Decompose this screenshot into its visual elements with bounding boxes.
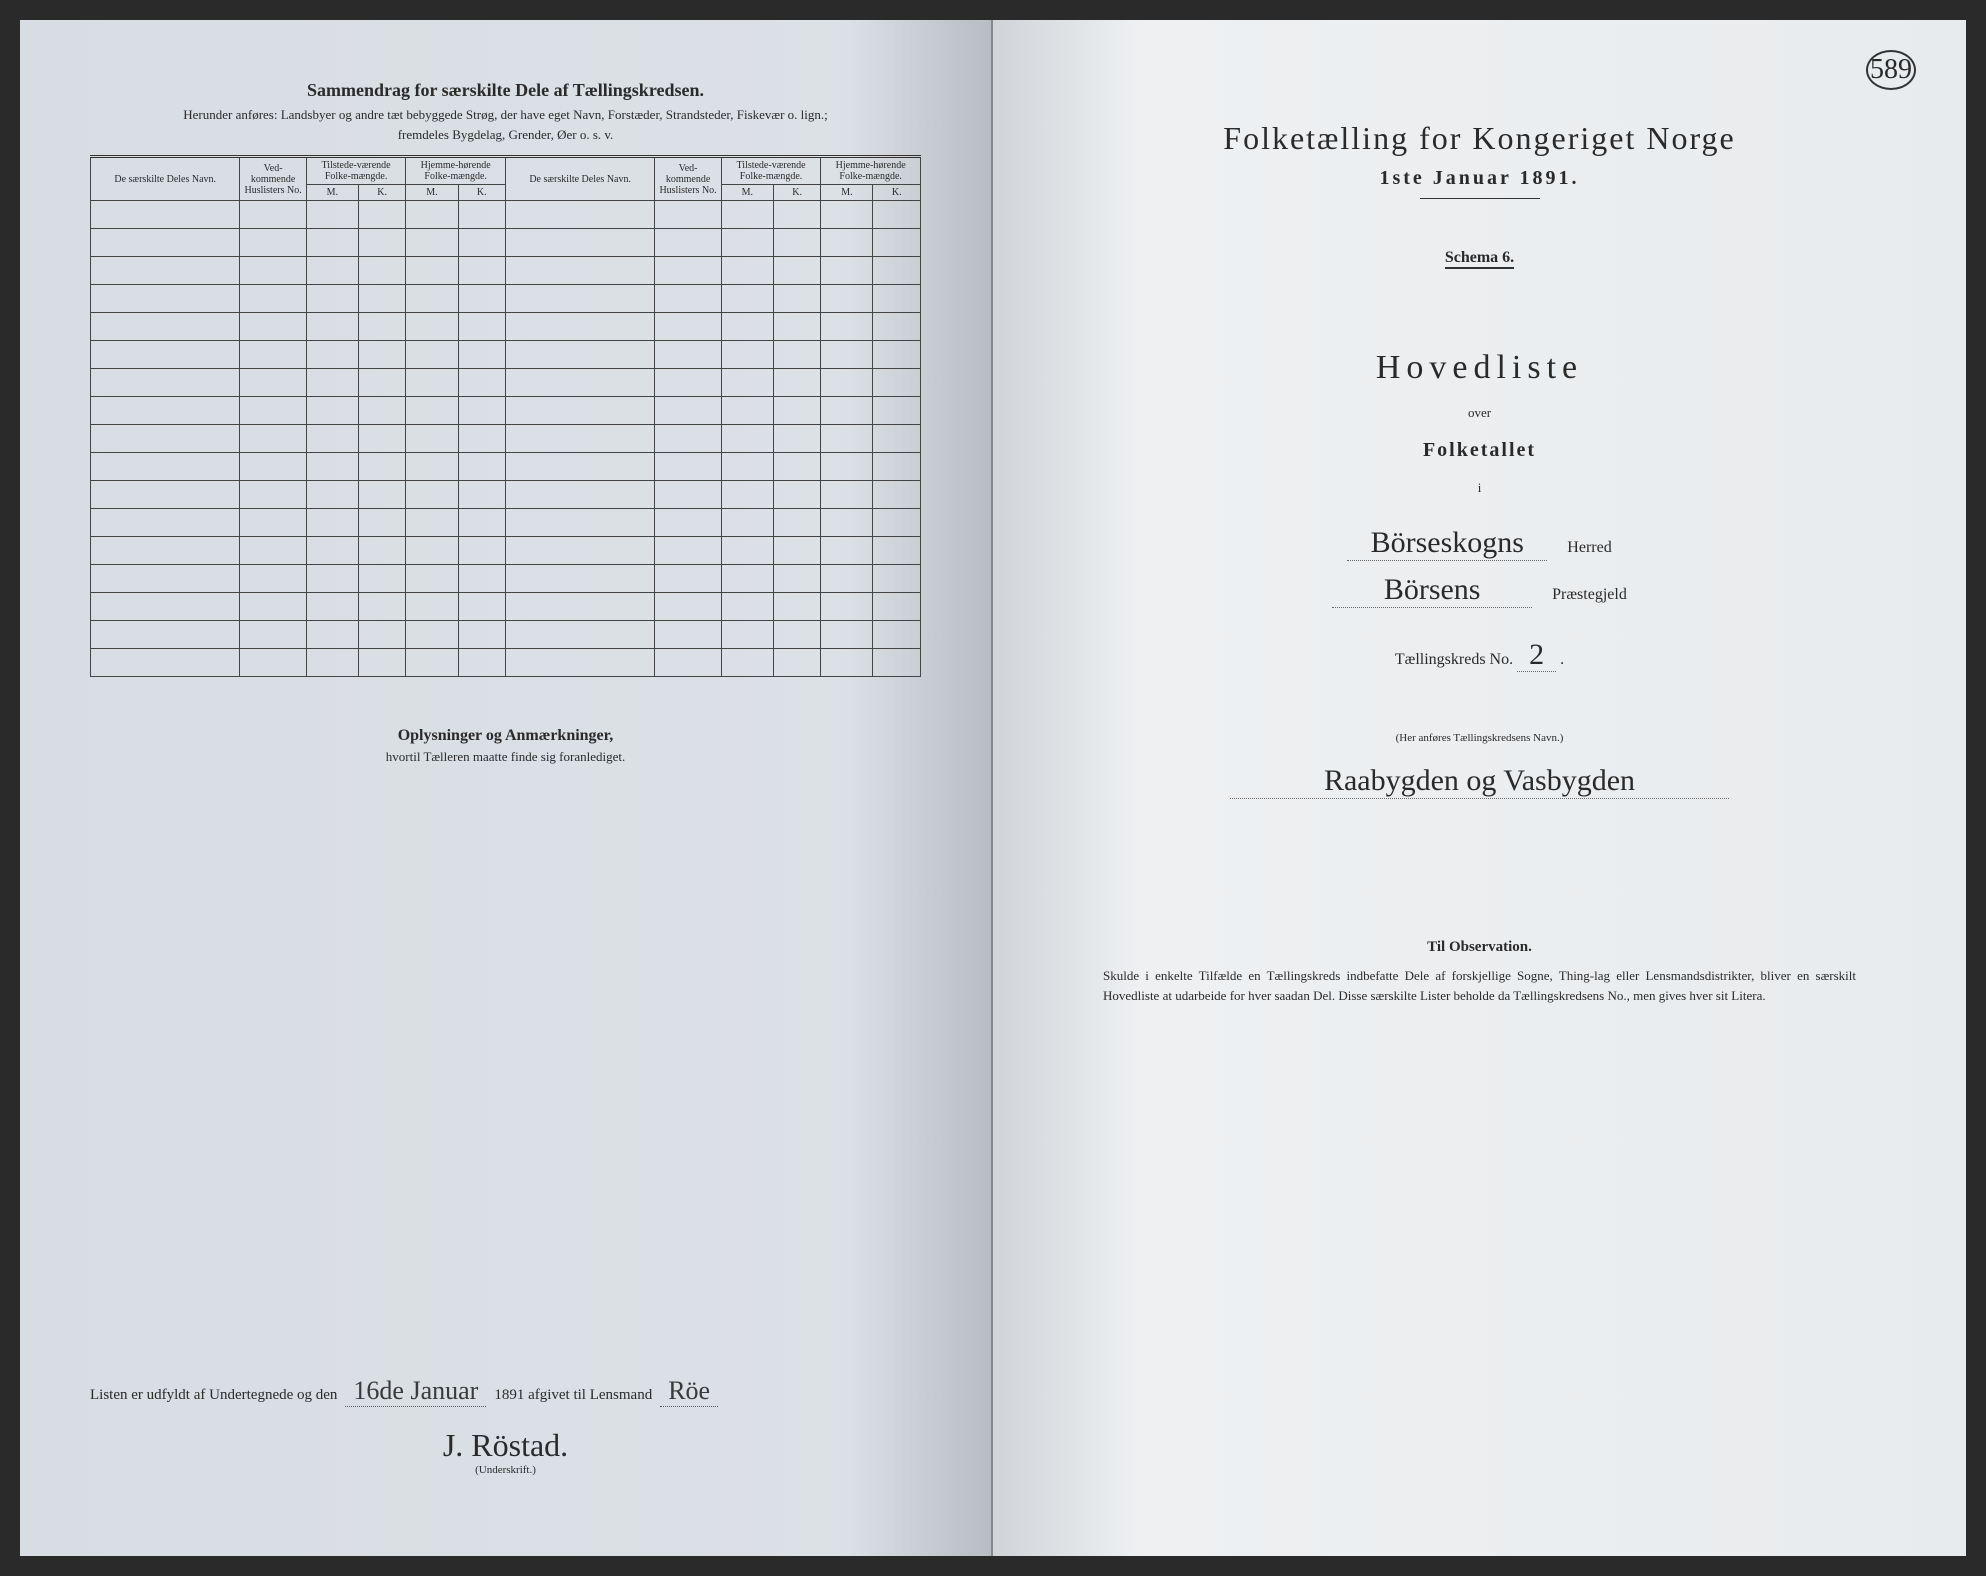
mk-header: K. <box>873 185 921 201</box>
signature-area: Listen er udfyldt af Undertegnede og den… <box>90 1376 921 1476</box>
sig-date-handwritten: 16de Januar <box>345 1376 486 1407</box>
col-tilstede-2: Tilstede-værende Folke-mængde. <box>721 157 821 185</box>
herred-row: Börseskogns Herred <box>1063 526 1896 561</box>
signature-name: J. Röstad. <box>90 1427 921 1464</box>
col-hjemme-1: Hjemme-hørende Folke-mængde. <box>406 157 506 185</box>
census-title: Folketælling for Kongeriget Norge <box>1063 120 1896 157</box>
herred-handwritten: Börseskogns <box>1347 526 1547 561</box>
i-label: i <box>1063 480 1896 496</box>
sig-text-2: 1891 afgivet til Lensmand <box>494 1387 652 1404</box>
taellingskreds-number: 2 <box>1517 638 1556 672</box>
schema-label: Schema 6. <box>1445 249 1514 269</box>
mk-header: M. <box>406 185 458 201</box>
praestegjeld-handwritten: Börsens <box>1332 573 1532 608</box>
mk-header: K. <box>458 185 505 201</box>
left-page: Sammendrag for særskilte Dele af Tælling… <box>20 20 993 1556</box>
hovedliste-heading: Hovedliste <box>1063 349 1896 387</box>
taellingskreds-label: Tællingskreds No. <box>1395 651 1513 668</box>
col-hjemme-2: Hjemme-hørende Folke-mængde. <box>821 157 921 185</box>
folketallet-label: Folketallet <box>1063 439 1896 462</box>
observation-text: Skulde i enkelte Tilfælde en Tællingskre… <box>1103 966 1856 1005</box>
mk-header: K. <box>358 185 405 201</box>
oplysninger-title: Oplysninger og Anmærkninger, <box>90 727 921 745</box>
mk-header: M. <box>721 185 773 201</box>
summary-subtitle: Herunder anføres: Landsbyer og andre tæt… <box>90 107 921 123</box>
praestegjeld-row: Börsens Præstegjeld <box>1063 573 1896 608</box>
col-huus-2: Ved-kommende Huslisters No. <box>655 157 721 201</box>
summary-title: Sammendrag for særskilte Dele af Tælling… <box>90 80 921 101</box>
observation-title: Til Observation. <box>1063 939 1896 956</box>
mk-header: M. <box>306 185 358 201</box>
col-navn-1: De særskilte Deles Navn. <box>91 157 240 201</box>
praestegjeld-label: Præstegjeld <box>1552 586 1627 604</box>
sig-lensmand-handwritten: Röe <box>660 1376 718 1407</box>
taellingskreds-row: Tællingskreds No. 2 . <box>1063 638 1896 672</box>
census-date: 1ste Januar 1891. <box>1063 167 1896 190</box>
kreds-name-note: (Her anføres Tællingskredsens Navn.) <box>1063 732 1896 744</box>
summary-subtitle2: fremdeles Bygdelag, Grender, Øer o. s. v… <box>90 127 921 143</box>
herred-label: Herred <box>1567 539 1611 557</box>
title-rule <box>1420 198 1540 199</box>
book-spread: Sammendrag for særskilte Dele af Tælling… <box>20 20 1966 1556</box>
page-number: 589 <box>1866 50 1916 90</box>
over-label: over <box>1063 405 1896 421</box>
summary-table: De særskilte Deles Navn. Ved-kommende Hu… <box>90 155 921 677</box>
kreds-name-handwritten: Raabygden og Vasbygden <box>1230 764 1730 799</box>
col-huus-1: Ved-kommende Huslisters No. <box>240 157 306 201</box>
sig-text-1: Listen er udfyldt af Undertegnede og den <box>90 1387 337 1404</box>
mk-header: M. <box>821 185 873 201</box>
summary-table-body <box>91 201 921 677</box>
col-tilstede-1: Tilstede-værende Folke-mængde. <box>306 157 406 185</box>
mk-header: K. <box>773 185 820 201</box>
right-page: 589 Folketælling for Kongeriget Norge 1s… <box>993 20 1966 1556</box>
signature-label: (Underskrift.) <box>90 1464 921 1476</box>
col-navn-2: De særskilte Deles Navn. <box>505 157 654 201</box>
oplysninger-subtitle: hvortil Tælleren maatte finde sig foranl… <box>90 749 921 765</box>
